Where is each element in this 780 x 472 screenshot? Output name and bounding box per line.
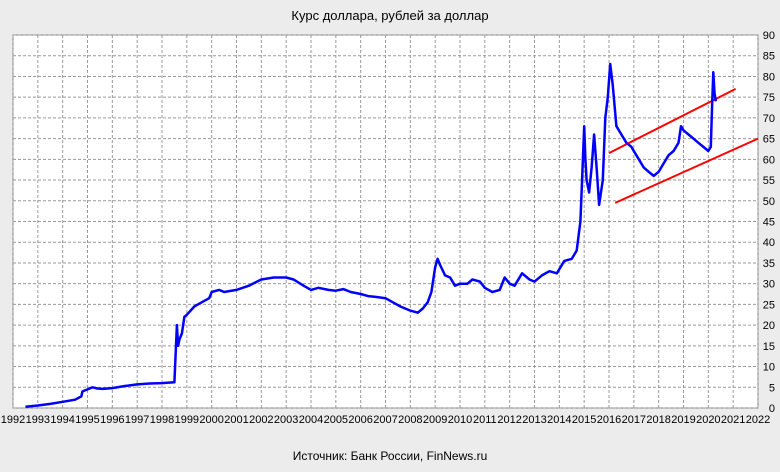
- y-tick-label: 25: [763, 299, 775, 311]
- x-tick-label: 2013: [522, 414, 546, 426]
- y-tick-label: 40: [763, 237, 775, 249]
- x-tick-label: 1993: [26, 414, 50, 426]
- x-tick-label: 2000: [199, 414, 223, 426]
- x-tick-label: 2016: [597, 414, 621, 426]
- source-note: Источник: Банк России, FinNews.ru: [292, 449, 488, 463]
- y-tick-label: 15: [763, 341, 775, 353]
- x-tick-label: 2005: [324, 414, 348, 426]
- trend-line: [614, 137, 759, 204]
- y-tick-label: 20: [763, 320, 775, 332]
- y-tick-label: 5: [769, 382, 775, 394]
- usd-rub-line: [25, 62, 718, 409]
- x-tick-label: 2006: [348, 414, 372, 426]
- y-tick-label: 80: [763, 71, 775, 83]
- x-tick-label: 2008: [398, 414, 422, 426]
- x-tick-label: 2021: [721, 414, 745, 426]
- y-tick-label: 30: [763, 279, 775, 291]
- x-tick-label: 2009: [423, 414, 447, 426]
- y-tick-label: 55: [763, 175, 775, 187]
- x-tick-label: 2004: [299, 414, 323, 426]
- x-tick-label: 2003: [274, 414, 298, 426]
- x-tick-label: 1994: [50, 414, 74, 426]
- x-tick-label: 2017: [622, 414, 646, 426]
- y-tick-label: 65: [763, 134, 775, 146]
- x-tick-label: 1996: [100, 414, 124, 426]
- series-group: [25, 62, 718, 409]
- chart-title: Курс доллара, рублей за доллар: [291, 8, 489, 23]
- y-tick-label: 50: [763, 196, 775, 208]
- x-tick-labels: 1992 1993 1994 1995 1996 1997 1998 1999 2000 2001…: [1, 414, 770, 426]
- x-tick-label: 1995: [75, 414, 99, 426]
- x-tick-label: 2018: [646, 414, 670, 426]
- x-tick-label: 2011: [473, 414, 497, 426]
- y-tick-label: 0: [769, 403, 775, 415]
- x-tick-label: 2007: [373, 414, 397, 426]
- x-tick-label: 2015: [572, 414, 596, 426]
- gridlines: [12, 34, 759, 409]
- x-tick-label: 1999: [175, 414, 199, 426]
- y-tick-label: 10: [763, 362, 775, 374]
- y-tick-label: 45: [763, 217, 775, 229]
- x-tick-label: 2010: [448, 414, 472, 426]
- x-tick-label: 1992: [1, 414, 25, 426]
- y-tick-label: 85: [763, 51, 775, 63]
- y-tick-label: 90: [763, 30, 775, 42]
- x-tick-label: 1998: [150, 414, 174, 426]
- x-tick-label: 1997: [125, 414, 149, 426]
- y-tick-label: 35: [763, 258, 775, 270]
- x-tick-label: 2012: [497, 414, 521, 426]
- x-tick-label: 2022: [746, 414, 770, 426]
- y-tick-label: 60: [763, 154, 775, 166]
- x-tick-label: 2001: [224, 414, 248, 426]
- x-tick-label: 2020: [696, 414, 720, 426]
- x-tick-label: 2019: [671, 414, 695, 426]
- y-tick-label: 75: [763, 92, 775, 104]
- x-tick-label: 2014: [547, 414, 571, 426]
- x-tick-label: 2002: [249, 414, 273, 426]
- y-tick-labels: 0 5 10 15 20 25 30 35 40 45 50 55 60 65 70 75 80 85 90: [763, 30, 775, 415]
- y-tick-label: 70: [763, 113, 775, 125]
